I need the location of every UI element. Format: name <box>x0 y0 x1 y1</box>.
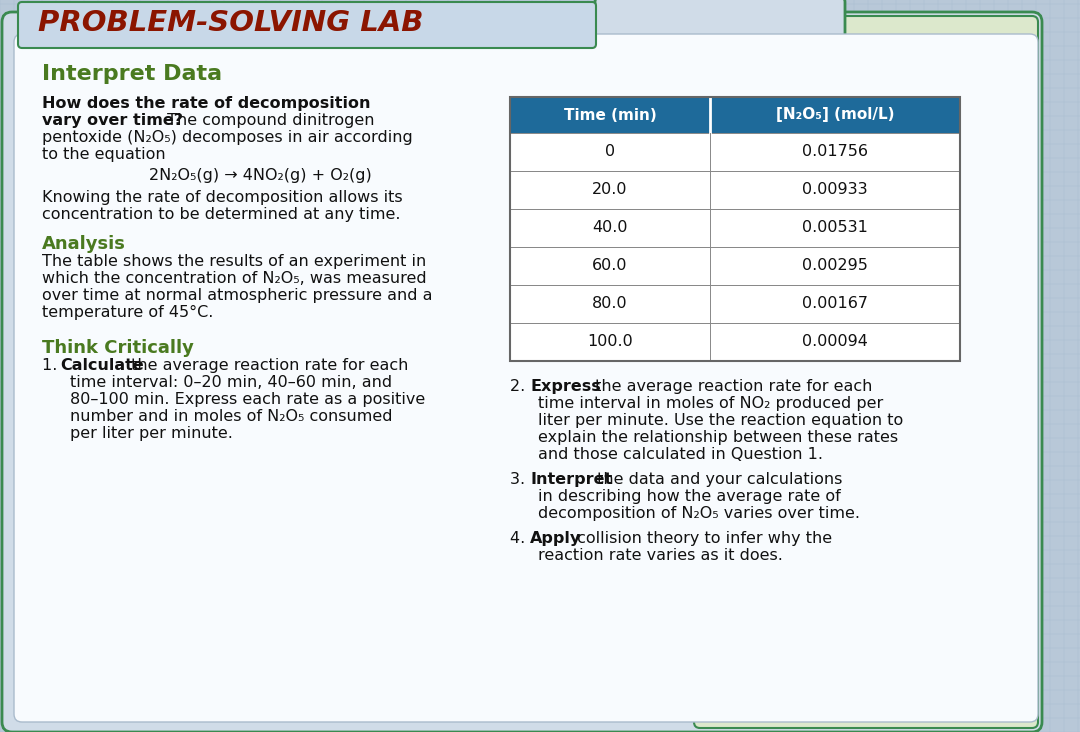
Text: 0.01756: 0.01756 <box>802 144 868 160</box>
Text: in describing how the average rate of: in describing how the average rate of <box>538 489 840 504</box>
Text: 0.00167: 0.00167 <box>802 296 868 312</box>
FancyBboxPatch shape <box>2 12 1042 732</box>
Text: reaction rate varies as it does.: reaction rate varies as it does. <box>538 548 783 563</box>
Text: [N₂O₅] (mol/L): [N₂O₅] (mol/L) <box>775 108 894 122</box>
Text: over time at normal atmospheric pressure and a: over time at normal atmospheric pressure… <box>42 288 432 303</box>
Text: vary over time?: vary over time? <box>42 113 183 128</box>
Text: Think Critically: Think Critically <box>42 339 194 357</box>
Text: time interval in moles of NO₂ produced per: time interval in moles of NO₂ produced p… <box>538 396 883 411</box>
Text: How does the rate of decomposition: How does the rate of decomposition <box>42 96 370 111</box>
Text: per liter per minute.: per liter per minute. <box>70 426 233 441</box>
Text: 80–100 min. Express each rate as a positive: 80–100 min. Express each rate as a posit… <box>70 392 426 407</box>
Text: 80.0: 80.0 <box>592 296 627 312</box>
Text: PROBLEM-SOLVING LAB: PROBLEM-SOLVING LAB <box>38 9 423 37</box>
Text: Calculate: Calculate <box>60 358 144 373</box>
Bar <box>510 97 960 133</box>
Text: collision theory to infer why the: collision theory to infer why the <box>572 531 832 546</box>
Text: Knowing the rate of decomposition allows its: Knowing the rate of decomposition allows… <box>42 190 403 205</box>
Text: Express: Express <box>530 379 600 394</box>
FancyBboxPatch shape <box>595 0 845 42</box>
Bar <box>510 247 960 285</box>
Text: decomposition of N₂O₅ varies over time.: decomposition of N₂O₅ varies over time. <box>538 506 860 521</box>
Text: 0.00531: 0.00531 <box>802 220 868 236</box>
Text: to the equation: to the equation <box>42 147 165 162</box>
Text: 3.: 3. <box>510 472 530 487</box>
Text: liter per minute. Use the reaction equation to: liter per minute. Use the reaction equat… <box>538 413 903 428</box>
Text: 0.00094: 0.00094 <box>802 335 868 349</box>
FancyBboxPatch shape <box>694 16 1038 728</box>
Text: temperature of 45°C.: temperature of 45°C. <box>42 305 214 320</box>
Text: Apply: Apply <box>530 531 581 546</box>
Text: The table shows the results of an experiment in: The table shows the results of an experi… <box>42 254 427 269</box>
FancyBboxPatch shape <box>18 2 596 48</box>
FancyBboxPatch shape <box>14 34 1038 722</box>
Bar <box>510 323 960 361</box>
Text: 20.0: 20.0 <box>592 182 627 198</box>
Text: 1.: 1. <box>42 358 63 373</box>
Text: Time (min): Time (min) <box>564 108 657 122</box>
Text: the average reaction rate for each: the average reaction rate for each <box>590 379 873 394</box>
Text: 60.0: 60.0 <box>592 258 627 274</box>
Text: pentoxide (N₂O₅) decomposes in air according: pentoxide (N₂O₅) decomposes in air accor… <box>42 130 413 145</box>
Text: 100.0: 100.0 <box>588 335 633 349</box>
Text: Analysis: Analysis <box>42 235 126 253</box>
Bar <box>510 133 960 171</box>
Text: Interpret Data: Interpret Data <box>42 64 222 84</box>
Text: the data and your calculations: the data and your calculations <box>592 472 842 487</box>
Bar <box>510 171 960 209</box>
Text: the average reaction rate for each: the average reaction rate for each <box>126 358 408 373</box>
Text: 0.00295: 0.00295 <box>802 258 868 274</box>
Text: concentration to be determined at any time.: concentration to be determined at any ti… <box>42 207 401 222</box>
Text: 2.: 2. <box>510 379 530 394</box>
Text: Interpret: Interpret <box>530 472 612 487</box>
Text: number and in moles of N₂O₅ consumed: number and in moles of N₂O₅ consumed <box>70 409 392 424</box>
Text: time interval: 0–20 min, 40–60 min, and: time interval: 0–20 min, 40–60 min, and <box>70 375 392 390</box>
Text: 0: 0 <box>605 144 616 160</box>
Text: explain the relationship between these rates: explain the relationship between these r… <box>538 430 899 445</box>
Text: 2N₂O₅(g) → 4NO₂(g) + O₂(g): 2N₂O₅(g) → 4NO₂(g) + O₂(g) <box>149 168 372 183</box>
Text: 0.00933: 0.00933 <box>802 182 868 198</box>
Text: which the concentration of N₂O₅, was measured: which the concentration of N₂O₅, was mea… <box>42 271 427 286</box>
Text: and those calculated in Question 1.: and those calculated in Question 1. <box>538 447 823 462</box>
Text: 40.0: 40.0 <box>592 220 627 236</box>
Text: 4.: 4. <box>510 531 530 546</box>
Bar <box>510 209 960 247</box>
Bar <box>510 97 960 361</box>
Text: The compound dinitrogen: The compound dinitrogen <box>162 113 375 128</box>
Bar <box>510 285 960 323</box>
